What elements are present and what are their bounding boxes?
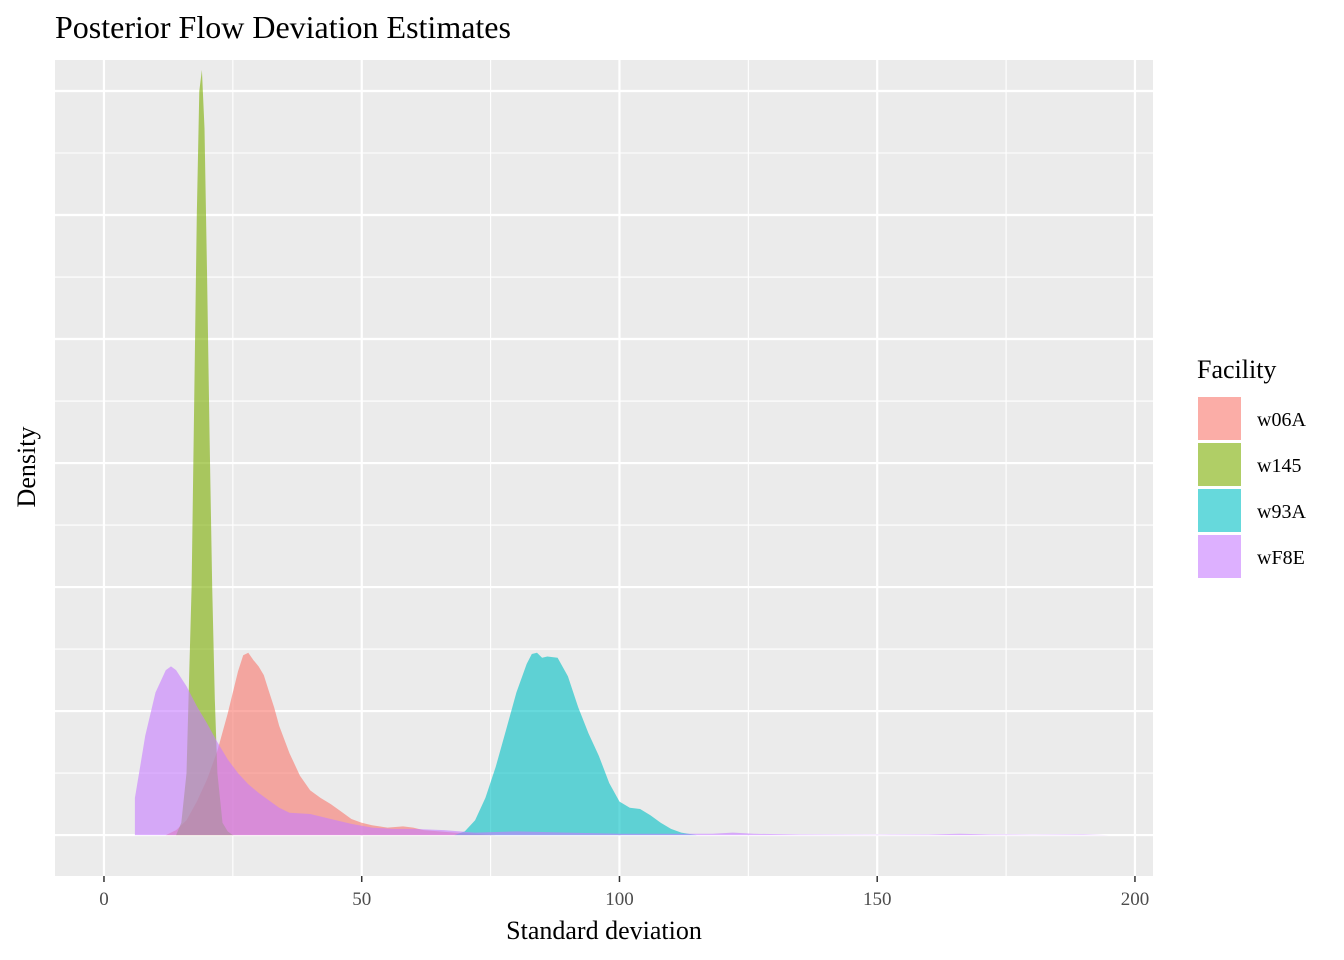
legend-swatch-w06A [1198, 397, 1241, 440]
legend-swatch-w145 [1198, 443, 1241, 486]
density-series-layer [134, 69, 1110, 836]
x-tick-label: 150 [863, 889, 892, 910]
x-tick-label: 0 [99, 889, 109, 910]
legend-title: Facility [1197, 355, 1276, 384]
legend-swatch-wF8E [1198, 535, 1241, 578]
legend-swatch-w93A [1198, 489, 1241, 532]
x-axis-title: Standard deviation [506, 916, 702, 945]
legend-label-w06A: w06A [1257, 409, 1306, 431]
density-area-w145 [176, 69, 233, 836]
density-area-w93A [454, 652, 697, 836]
legend-label-w145: w145 [1257, 455, 1301, 477]
legend-label-w93A: w93A [1257, 501, 1306, 523]
x-tick-label: 100 [605, 889, 634, 910]
y-axis-title: Density [12, 427, 41, 508]
x-tick-label: 200 [1121, 889, 1150, 910]
x-tick-label: 50 [352, 889, 371, 910]
x-axis: 0 50 100 150 200 [99, 876, 1149, 910]
chart-title: Posterior Flow Deviation Estimates [55, 9, 511, 45]
legend-label-wF8E: wF8E [1257, 547, 1305, 569]
density-area-wF8E [134, 666, 1110, 836]
legend: Facility w06A w145 w93A wF8E [1197, 355, 1306, 578]
